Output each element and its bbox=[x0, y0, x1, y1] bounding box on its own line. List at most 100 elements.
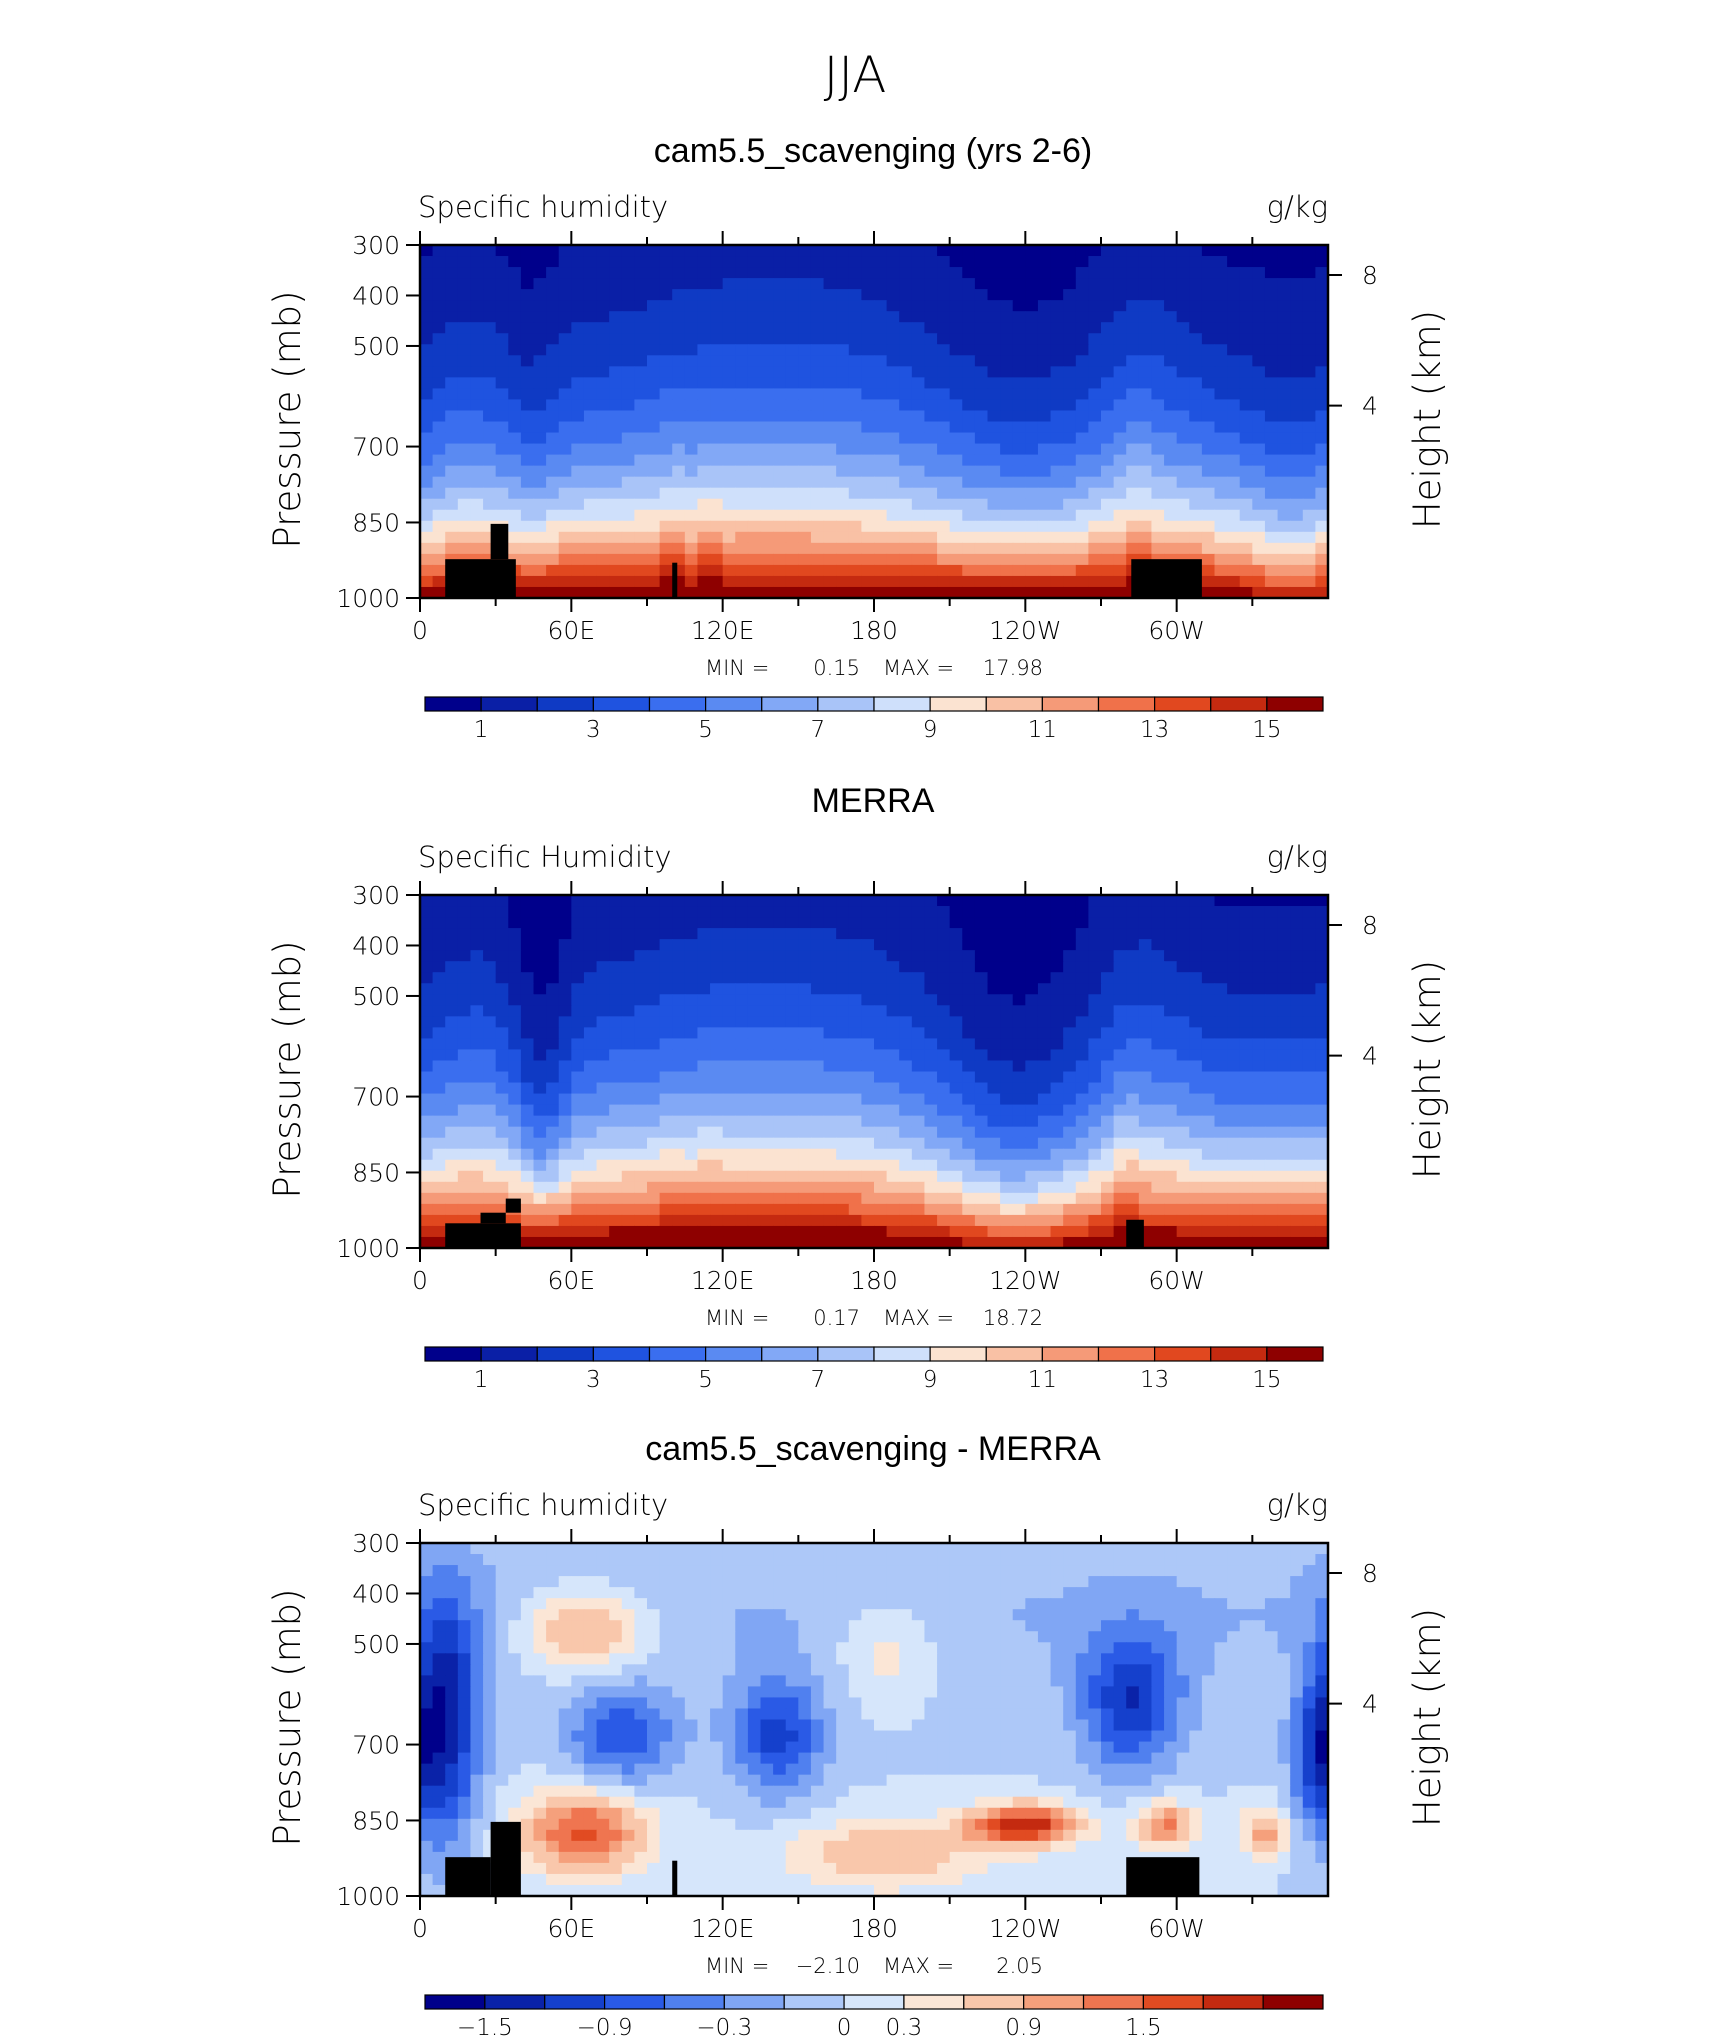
heatmap-cell bbox=[722, 443, 736, 456]
heatmap-cell bbox=[571, 939, 585, 951]
heatmap-cell bbox=[1151, 1225, 1165, 1238]
heatmap-cell bbox=[937, 564, 951, 577]
heatmap-cell bbox=[924, 972, 938, 984]
heatmap-cell bbox=[949, 388, 963, 401]
heatmap-cell bbox=[1025, 366, 1039, 378]
heatmap-cell bbox=[457, 1181, 472, 1194]
heatmap-cell bbox=[848, 1060, 862, 1073]
heatmap-cell bbox=[533, 256, 547, 268]
heatmap-cell bbox=[785, 542, 799, 555]
heatmap-cell bbox=[1151, 1148, 1165, 1161]
heatmap-cell bbox=[1176, 994, 1190, 1006]
heatmap-cell bbox=[684, 917, 699, 929]
heatmap-cell bbox=[697, 1049, 711, 1062]
heatmap-cell bbox=[848, 366, 862, 378]
heatmap-cell bbox=[533, 950, 547, 962]
heatmap-cell bbox=[659, 1093, 673, 1106]
heatmap-cell bbox=[1290, 542, 1304, 555]
heatmap-cell bbox=[1252, 1093, 1266, 1106]
heatmap-cell bbox=[899, 421, 913, 434]
heatmap-cell bbox=[445, 509, 459, 522]
heatmap-cell bbox=[773, 1214, 787, 1227]
heatmap-cell bbox=[924, 906, 938, 918]
heatmap-cell bbox=[647, 950, 661, 962]
heatmap-cell bbox=[1315, 421, 1329, 434]
heatmap-cell bbox=[874, 256, 888, 268]
heatmap-cell bbox=[911, 531, 926, 544]
heatmap-cell bbox=[937, 476, 951, 489]
heatmap-cell bbox=[974, 917, 989, 929]
heatmap-cell bbox=[1025, 1104, 1039, 1117]
heatmap-cell bbox=[974, 972, 989, 984]
heatmap-cell bbox=[1101, 454, 1115, 467]
heatmap-cell bbox=[1126, 1082, 1140, 1095]
heatmap-cell bbox=[1315, 1159, 1329, 1172]
heatmap-cell bbox=[621, 1005, 635, 1017]
heatmap-cell bbox=[1302, 476, 1316, 489]
heatmap-cell bbox=[836, 366, 850, 378]
heatmap-cell bbox=[710, 983, 724, 995]
heatmap-cell bbox=[987, 1082, 1001, 1095]
heatmap-cell bbox=[987, 1071, 1001, 1084]
heatmap-cell bbox=[495, 1049, 509, 1062]
heatmap-cell bbox=[823, 1214, 837, 1227]
heatmap-cell bbox=[911, 1203, 926, 1216]
heatmap-cell bbox=[1151, 388, 1165, 401]
heatmap-cell bbox=[886, 509, 900, 522]
heatmap-cell bbox=[735, 1181, 749, 1194]
heatmap-cell bbox=[1088, 586, 1102, 599]
heatmap-cell bbox=[861, 388, 875, 401]
heatmap-cell bbox=[1277, 586, 1291, 599]
heatmap-cell bbox=[659, 1049, 673, 1062]
heatmap-cell bbox=[1227, 950, 1241, 962]
heatmap-cell bbox=[457, 961, 472, 973]
heatmap-cell bbox=[974, 399, 989, 412]
heatmap-cell bbox=[432, 1181, 446, 1194]
heatmap-cell bbox=[1201, 1016, 1216, 1028]
heatmap-cell bbox=[672, 1543, 686, 1555]
heatmap-cell bbox=[1239, 1093, 1253, 1106]
heatmap-cell bbox=[924, 476, 938, 489]
heatmap-cell bbox=[483, 1554, 497, 1566]
heatmap-cell bbox=[621, 542, 635, 555]
heatmap-cell bbox=[1239, 1192, 1253, 1205]
heatmap-cell bbox=[647, 1192, 661, 1205]
heatmap-cell bbox=[1302, 1060, 1316, 1073]
heatmap-cell bbox=[1113, 520, 1127, 533]
heatmap-cell bbox=[445, 1016, 459, 1028]
heatmap-cell bbox=[420, 322, 434, 334]
heatmap-cell bbox=[810, 1192, 825, 1205]
heatmap-cell bbox=[571, 476, 585, 489]
heatmap-cell bbox=[495, 410, 509, 423]
heatmap-cell bbox=[773, 432, 787, 445]
heatmap-cell bbox=[1290, 928, 1304, 940]
heatmap-cell bbox=[1176, 300, 1190, 312]
heatmap-cell bbox=[647, 1115, 661, 1128]
heatmap-cell bbox=[937, 509, 951, 522]
heatmap-cell bbox=[924, 553, 938, 566]
heatmap-cell bbox=[495, 311, 509, 323]
heatmap-cell bbox=[810, 245, 825, 257]
heatmap-cell bbox=[583, 895, 598, 907]
heatmap-cell bbox=[457, 917, 472, 929]
heatmap-cell bbox=[1012, 928, 1026, 940]
heatmap-cell bbox=[483, 388, 497, 401]
heatmap-cell bbox=[1037, 586, 1052, 599]
heatmap-cell bbox=[1264, 928, 1279, 940]
heatmap-cell bbox=[1239, 311, 1253, 323]
heatmap-cell bbox=[1176, 1038, 1190, 1051]
heatmap-cell bbox=[1151, 289, 1165, 301]
heatmap-cell bbox=[810, 443, 825, 456]
heatmap-cell bbox=[949, 917, 963, 929]
heatmap-cell bbox=[1290, 509, 1304, 522]
heatmap-cell bbox=[974, 300, 989, 312]
heatmap-cell bbox=[924, 586, 938, 599]
heatmap-cell bbox=[571, 256, 585, 268]
heatmap-cell bbox=[1101, 1137, 1115, 1150]
heatmap-cell bbox=[1264, 509, 1279, 522]
heatmap-cell bbox=[987, 1126, 1001, 1139]
heatmap-cell bbox=[962, 906, 976, 918]
heatmap-cell bbox=[558, 1203, 572, 1216]
heatmap-cell bbox=[1227, 487, 1241, 500]
